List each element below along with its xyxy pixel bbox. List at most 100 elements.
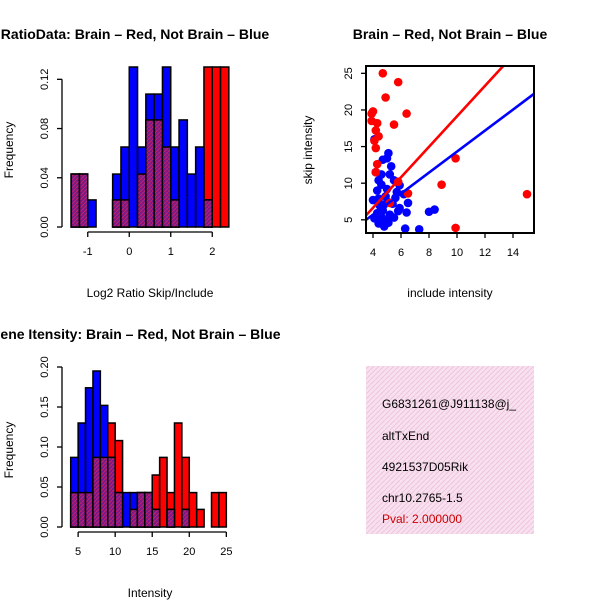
intensity-bar-overlap xyxy=(107,456,116,528)
scatter-point-brain xyxy=(371,167,381,177)
intensity-x-tick-label: 15 xyxy=(146,546,158,558)
info-event-type: altTxEnd xyxy=(382,429,429,443)
intensity-y-tick-label: 0.20 xyxy=(39,356,51,377)
intensity-y-tick-label: 0.05 xyxy=(39,476,51,497)
scatter-y-tick-label: 20 xyxy=(343,104,355,116)
scatter-point-brain xyxy=(393,77,403,87)
intensity-bar-brain xyxy=(218,491,228,528)
ratio-bar-overlap xyxy=(153,119,164,228)
scatter-point-brain xyxy=(437,180,446,189)
scatter-point-not-brain xyxy=(379,222,389,231)
ratio-x-tick-label: 1 xyxy=(168,246,174,258)
intensity-y-tick-label: 0.10 xyxy=(39,436,51,457)
scatter-point-brain xyxy=(370,136,379,146)
scatter-point-not-brain xyxy=(386,162,396,171)
intensity-bar-overlap xyxy=(92,456,102,528)
ratio-y-label: Frequency xyxy=(2,122,16,179)
intensity-x-label: Intensity xyxy=(128,586,173,600)
ratio-y-tick-label: 0.00 xyxy=(39,216,51,237)
info-box xyxy=(366,366,534,534)
scatter-point-not-brain xyxy=(389,213,399,222)
intensity-bar-overlap xyxy=(129,508,139,528)
scatter-point-brain xyxy=(378,69,388,78)
intensity-bar-overlap xyxy=(166,508,176,528)
intensity-bar-overlap xyxy=(99,456,109,528)
intensity-bar-overlap xyxy=(114,491,124,528)
ratio-bar-overlap xyxy=(70,173,81,228)
intensity-bar-overlap xyxy=(77,491,87,528)
ratio-bar-overlap xyxy=(170,199,180,228)
info-pval: Pval: 2.000000 xyxy=(382,512,462,526)
intensity-y-label: Frequency xyxy=(2,422,16,479)
intensity-x-tick-label: 20 xyxy=(183,546,195,558)
ratio-bar-not-brain xyxy=(186,173,197,228)
ratio-x-tick-label: -1 xyxy=(83,246,93,258)
intensity-bar-overlap xyxy=(136,491,146,528)
scatter-x-tick-label: 8 xyxy=(426,247,432,259)
ratio-bar-brain xyxy=(211,66,222,228)
scatter-point-brain xyxy=(372,159,382,169)
ratio-histogram-panel: RatioData: Brain – Red, Not Brain – Blue… xyxy=(1,26,270,300)
scatter-point-not-brain xyxy=(372,186,382,195)
scatter-plot-area xyxy=(366,66,534,233)
ratio-y-tick-label: 0.08 xyxy=(39,118,51,139)
info-location: chr10.2765-1.5 xyxy=(382,491,463,505)
ratio-bar-not-brain xyxy=(87,199,97,228)
scatter-point-not-brain xyxy=(400,224,410,233)
intensity-x-tick-label: 5 xyxy=(75,546,81,558)
scatter-point-brain xyxy=(402,109,411,118)
intensity-bar-brain xyxy=(188,491,198,528)
scatter-point-brain xyxy=(389,120,399,129)
scatter-y-tick-label: 25 xyxy=(343,67,355,79)
ratio-bar-overlap xyxy=(120,199,130,228)
intensity-bar-overlap xyxy=(144,491,153,528)
ratio-bar-overlap xyxy=(111,199,122,228)
ratio-bar-overlap xyxy=(78,173,89,228)
intensity-y-tick-label: 0.15 xyxy=(39,396,51,417)
scatter-point-brain xyxy=(451,153,460,163)
ratio-bar-not-brain xyxy=(178,119,189,228)
scatter-y-tick-label: 5 xyxy=(343,217,355,223)
intensity-bar-overlap xyxy=(69,491,79,528)
intensity-bar-not-brain xyxy=(121,491,131,528)
intensity-bar-overlap xyxy=(151,508,161,528)
scatter-x-tick-label: 4 xyxy=(370,247,376,259)
scatter-fit-line-brain xyxy=(366,66,505,217)
scatter-x-label: include intensity xyxy=(407,286,492,300)
intensity-histogram-panel: Gene Itensity: Brain – Red, Not Brain – … xyxy=(0,326,281,600)
ratio-bar-overlap xyxy=(203,199,213,228)
scatter-point-brain xyxy=(522,189,532,199)
scatter-point-brain xyxy=(381,93,390,102)
ratio-x-tick-label: 2 xyxy=(209,246,215,258)
ratio-y-tick-label: 0.04 xyxy=(39,167,51,188)
scatter-panel: Brain – Red, Not Brain – Blue include in… xyxy=(301,26,547,300)
intensity-x-tick-label: 25 xyxy=(220,546,232,558)
intensity-title: Gene Itensity: Brain – Red, Not Brain – … xyxy=(0,326,281,342)
intensity-x-tick-label: 10 xyxy=(109,546,121,558)
ratio-bars xyxy=(70,66,230,228)
scatter-title: Brain – Red, Not Brain – Blue xyxy=(353,26,548,42)
scatter-point-not-brain xyxy=(368,195,378,205)
scatter-point-not-brain xyxy=(403,198,413,208)
scatter-x-tick-label: 6 xyxy=(398,247,404,259)
scatter-plot-frame xyxy=(365,65,535,234)
intensity-bar-brain xyxy=(210,491,220,528)
intensity-y-tick-label: 0.00 xyxy=(39,516,51,537)
scatter-x-tick-label: 10 xyxy=(451,247,463,259)
scatter-fit-line-not-brain xyxy=(366,92,534,221)
scatter-point-not-brain xyxy=(393,206,403,216)
scatter-point-not-brain xyxy=(430,205,439,214)
ratio-bar-overlap xyxy=(161,146,172,228)
scatter-point-brain xyxy=(367,109,376,118)
ratio-bar-not-brain xyxy=(194,146,205,228)
scatter-x-tick-label: 12 xyxy=(479,247,491,259)
info-gene-id: G6831261@J911138@j_ xyxy=(382,397,516,411)
ratio-bar-brain xyxy=(219,66,230,228)
intensity-bar-brain xyxy=(158,456,168,528)
ratio-y-tick-label: 0.12 xyxy=(39,69,51,90)
scatter-y-label: skip intensity xyxy=(301,116,315,185)
ratio-bar-not-brain xyxy=(128,66,139,228)
info-gene-name: 4921537D05Rik xyxy=(382,460,469,474)
intensity-bars xyxy=(69,370,228,528)
